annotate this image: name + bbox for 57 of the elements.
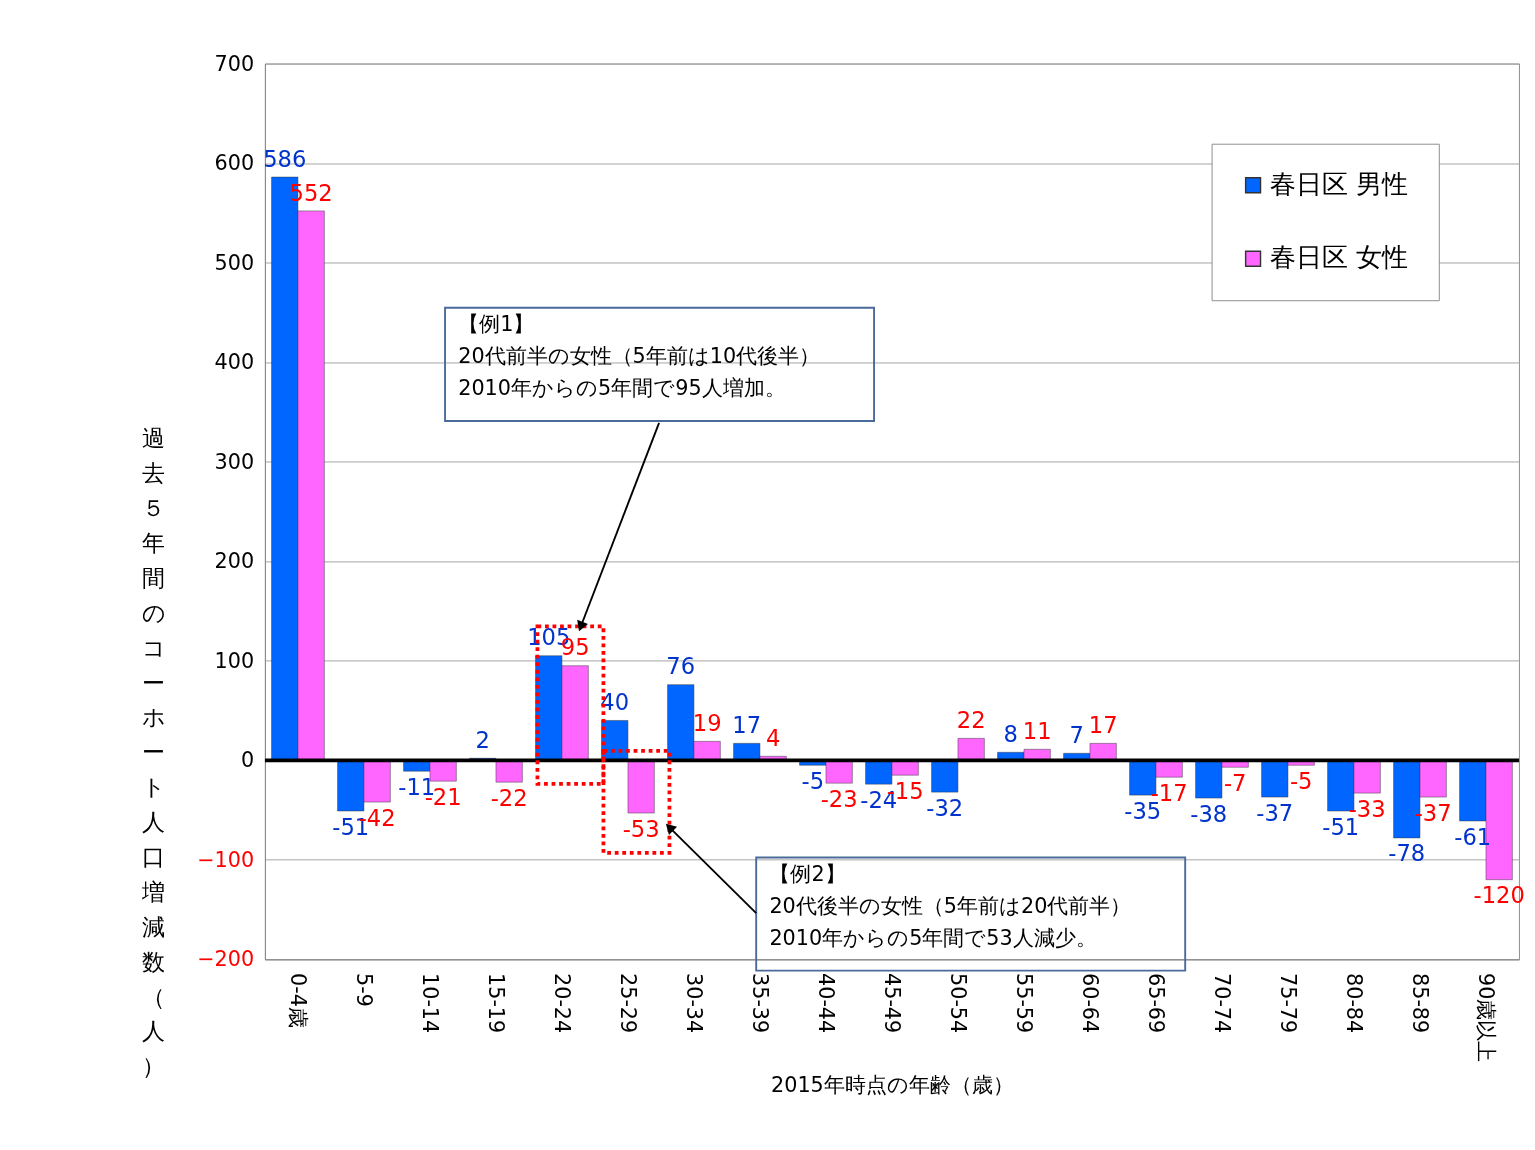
x-tick-label: 90歳以上 [1474,972,1499,1063]
y-tick-label: 700 [214,51,255,76]
x-tick-label: 10-14 [418,972,443,1034]
y-tick-label: 500 [214,250,255,275]
x-tick-label: 85-89 [1408,972,1433,1034]
x-tick-label: 5-9 [352,972,377,1007]
data-label: 76 [666,653,696,680]
data-label: -22 [490,784,528,811]
x-tick-label: 40-44 [814,972,839,1034]
x-tick-label: 20-24 [550,972,575,1034]
y-tick-label: 600 [214,151,255,176]
data-label: 4 [765,724,781,751]
annotation: 【例2】 20代後半の女性（5年前は20代前半） 2010年からの5年間で53人減少。 [769,862,1132,951]
data-label: 8 [1003,720,1018,747]
data-label: 22 [956,707,986,733]
legend-label: 春日区 男性 [1270,167,1409,199]
data-label: 586 [263,145,307,172]
data-label: -120 [1473,882,1525,909]
data-label: -7 [1223,769,1247,796]
data-label: 11 [1022,717,1052,744]
data-label: -38 [1190,800,1228,827]
y-tick-label: 200 [214,549,255,574]
x-axis-title: 2015年時点の年齢（歳） [771,1072,1014,1097]
x-tick-label: 35-39 [748,972,773,1034]
x-tick-label: 65-69 [1144,972,1169,1034]
data-label: 40 [600,689,630,716]
data-label: -5 [1289,767,1313,794]
data-label: 19 [692,709,722,736]
legend-label: 春日区 女性 [1270,241,1409,273]
data-label: 7 [1069,721,1084,748]
data-label: 17 [732,711,762,738]
y-tick-label: 100 [214,648,255,673]
x-tick-label: 80-84 [1342,972,1367,1034]
data-label: -5 [801,767,825,794]
annotation: 【例1】 20代前半の女性（5年前は10代後半） 2010年からの5年間で95人増加。 [458,312,821,401]
y-tick-label: 0 [240,748,255,773]
data-label: 2 [475,726,490,753]
data-label: -78 [1388,840,1426,867]
text: 過去５年間のコーホート人口増減数（人） [141,425,166,1080]
data-label: 17 [1088,711,1118,738]
x-tick-label: 30-34 [682,972,707,1034]
data-label: -53 [622,815,660,842]
x-tick-label: 50-54 [946,972,971,1034]
y-tick-label: 300 [214,449,255,474]
data-label: -32 [926,794,964,821]
y-tick-label: −100 [197,847,255,872]
x-tick-label: 25-29 [616,972,641,1034]
x-tick-label: 45-49 [880,972,905,1034]
x-tick-label: 0-4歳 [286,972,311,1028]
x-tick-label: 15-19 [484,972,509,1034]
x-tick-label: 75-79 [1276,972,1301,1034]
x-tick-label: 55-59 [1012,972,1037,1034]
x-tick-label: 70-74 [1210,972,1235,1034]
x-tick-label: 60-64 [1078,972,1103,1034]
data-label: -37 [1256,799,1294,826]
y-tick-label: 400 [214,350,255,375]
y-tick-label: −200 [197,947,255,972]
